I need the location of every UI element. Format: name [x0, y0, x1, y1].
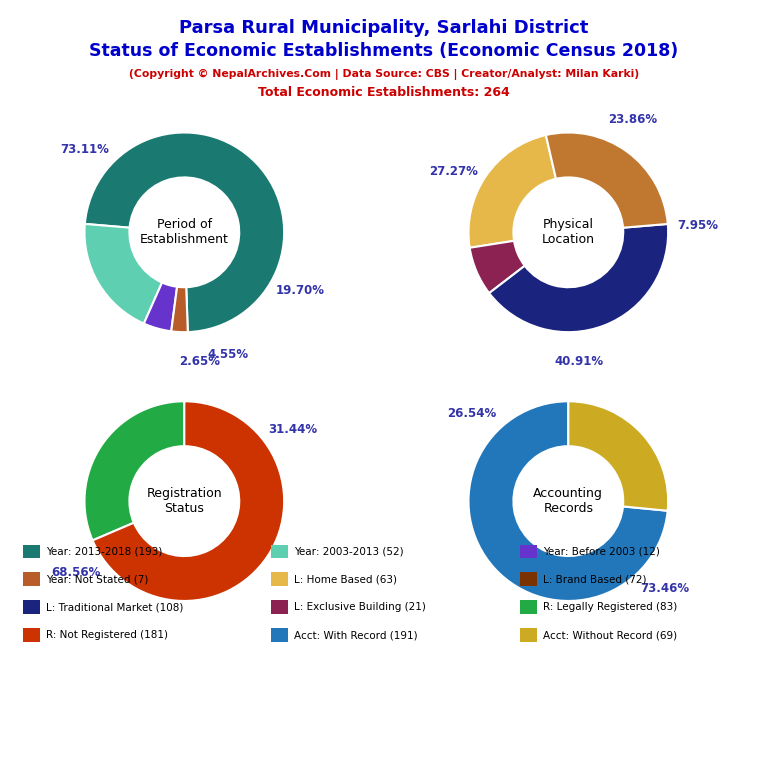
Text: 4.55%: 4.55%: [207, 348, 249, 361]
Wedge shape: [92, 401, 284, 601]
Wedge shape: [171, 286, 188, 332]
Wedge shape: [468, 401, 667, 601]
Text: Acct: With Record (191): Acct: With Record (191): [294, 630, 418, 640]
Text: L: Home Based (63): L: Home Based (63): [294, 574, 397, 584]
Text: 26.54%: 26.54%: [448, 407, 497, 420]
Text: Total Economic Establishments: 264: Total Economic Establishments: 264: [258, 86, 510, 99]
Text: 19.70%: 19.70%: [276, 284, 325, 297]
Text: L: Exclusive Building (21): L: Exclusive Building (21): [294, 602, 426, 612]
Wedge shape: [468, 135, 556, 248]
Text: Year: Before 2003 (12): Year: Before 2003 (12): [543, 547, 660, 557]
Text: R: Not Registered (181): R: Not Registered (181): [46, 630, 168, 640]
Text: Period of
Establishment: Period of Establishment: [140, 218, 229, 247]
Text: 40.91%: 40.91%: [554, 355, 604, 368]
Text: Acct: Without Record (69): Acct: Without Record (69): [543, 630, 677, 640]
Text: L: Traditional Market (108): L: Traditional Market (108): [46, 602, 184, 612]
Text: Accounting
Records: Accounting Records: [534, 487, 603, 515]
Text: Year: 2003-2013 (52): Year: 2003-2013 (52): [294, 547, 404, 557]
Text: Status of Economic Establishments (Economic Census 2018): Status of Economic Establishments (Econo…: [89, 42, 679, 60]
Wedge shape: [84, 224, 162, 323]
Text: 31.44%: 31.44%: [268, 423, 317, 436]
Text: 23.86%: 23.86%: [608, 114, 657, 127]
Wedge shape: [470, 241, 525, 293]
Wedge shape: [489, 224, 668, 332]
Text: L: Brand Based (72): L: Brand Based (72): [543, 574, 646, 584]
Text: Physical
Location: Physical Location: [541, 218, 595, 247]
Wedge shape: [84, 401, 184, 541]
Text: 68.56%: 68.56%: [51, 566, 101, 579]
Wedge shape: [546, 133, 668, 227]
Wedge shape: [144, 283, 177, 331]
Text: R: Legally Registered (83): R: Legally Registered (83): [543, 602, 677, 612]
Wedge shape: [84, 133, 284, 332]
Text: 7.95%: 7.95%: [677, 220, 718, 233]
Text: Year: Not Stated (7): Year: Not Stated (7): [46, 574, 148, 584]
Text: Parsa Rural Municipality, Sarlahi District: Parsa Rural Municipality, Sarlahi Distri…: [179, 19, 589, 37]
Text: 73.46%: 73.46%: [640, 582, 689, 595]
Text: Year: 2013-2018 (193): Year: 2013-2018 (193): [46, 547, 163, 557]
Text: 2.65%: 2.65%: [179, 355, 220, 368]
Text: Registration
Status: Registration Status: [147, 487, 222, 515]
Text: 73.11%: 73.11%: [60, 143, 109, 156]
Wedge shape: [568, 401, 668, 511]
Text: (Copyright © NepalArchives.Com | Data Source: CBS | Creator/Analyst: Milan Karki: (Copyright © NepalArchives.Com | Data So…: [129, 69, 639, 80]
Text: 27.27%: 27.27%: [429, 165, 478, 178]
